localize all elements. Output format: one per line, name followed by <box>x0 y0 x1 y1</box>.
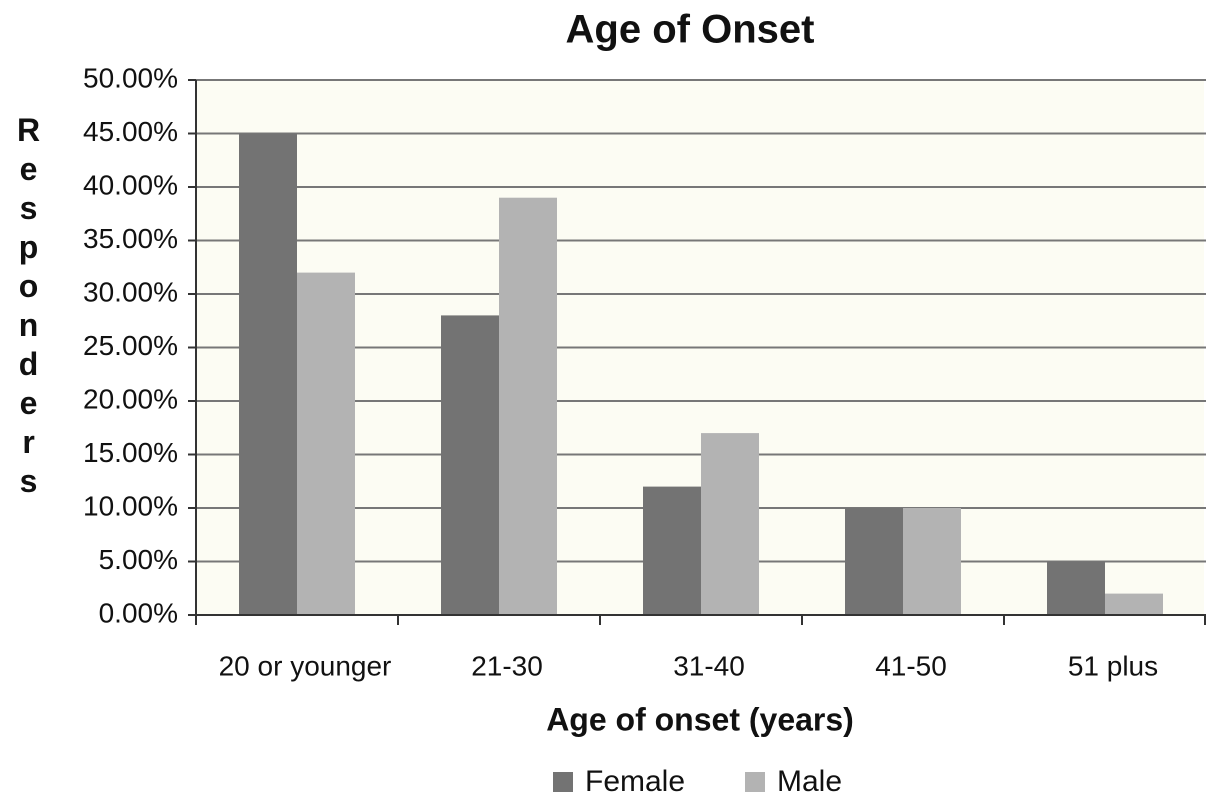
bar <box>903 508 961 615</box>
x-tick-label: 21-30 <box>471 650 543 681</box>
legend-swatch <box>553 772 573 792</box>
y-tick-label: 30.00% <box>83 276 178 307</box>
bar <box>701 433 759 615</box>
legend-label: Male <box>777 765 842 798</box>
chart-title: Age of Onset <box>566 8 815 52</box>
y-tick-label: 10.00% <box>83 490 178 521</box>
y-tick-label: 0.00% <box>99 597 178 628</box>
y-tick-label: 5.00% <box>99 544 178 575</box>
bar <box>643 486 701 615</box>
x-tick-label: 20 or younger <box>219 650 392 681</box>
x-axis-label: Age of onset (years) <box>546 701 854 737</box>
bar <box>297 272 355 615</box>
y-axis-label: Responders <box>11 112 47 502</box>
legend-swatch <box>745 772 765 792</box>
x-tick-label: 31-40 <box>673 650 745 681</box>
bar <box>499 197 557 615</box>
legend-label: Female <box>585 765 685 798</box>
bar <box>845 508 903 615</box>
bar <box>1105 593 1163 615</box>
y-tick-label: 40.00% <box>83 169 178 200</box>
x-tick-label: 41-50 <box>875 650 947 681</box>
bar <box>441 315 499 615</box>
x-tick-label: 51 plus <box>1068 650 1158 681</box>
y-tick-label: 20.00% <box>83 383 178 414</box>
y-tick-label: 25.00% <box>83 330 178 361</box>
bar <box>239 133 297 615</box>
y-tick-label: 45.00% <box>83 116 178 147</box>
bar <box>1047 561 1105 615</box>
y-tick-label: 35.00% <box>83 223 178 254</box>
y-tick-label: 50.00% <box>83 62 178 93</box>
y-tick-label: 15.00% <box>83 437 178 468</box>
